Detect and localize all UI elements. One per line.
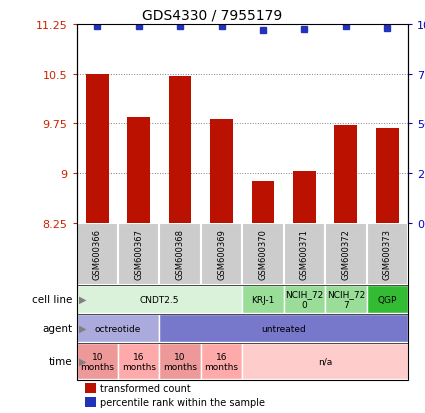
- Bar: [76, 285, 242, 313]
- Text: ▶: ▶: [79, 323, 86, 333]
- Bar: [334, 125, 357, 223]
- Bar: [325, 285, 366, 313]
- Text: CNDT2.5: CNDT2.5: [140, 295, 179, 304]
- Bar: [201, 223, 242, 285]
- Bar: [85, 397, 96, 407]
- Bar: [284, 285, 325, 313]
- Text: agent: agent: [42, 323, 72, 333]
- Bar: [118, 344, 159, 379]
- Bar: [76, 314, 159, 342]
- Text: 16
months: 16 months: [204, 352, 238, 371]
- Bar: [366, 223, 408, 285]
- Bar: [325, 223, 366, 285]
- Text: GSM600372: GSM600372: [341, 229, 350, 279]
- Text: time: time: [48, 356, 72, 366]
- Bar: [85, 383, 96, 393]
- Bar: [76, 223, 118, 285]
- Text: transformed count: transformed count: [100, 383, 191, 393]
- Bar: [159, 223, 201, 285]
- Text: n/a: n/a: [318, 357, 332, 366]
- Text: ▶: ▶: [79, 294, 86, 304]
- Bar: [159, 314, 408, 342]
- Bar: [169, 76, 192, 223]
- Bar: [127, 117, 150, 223]
- Text: GSM600367: GSM600367: [134, 228, 143, 280]
- Text: GSM600366: GSM600366: [93, 228, 102, 280]
- Text: cell line: cell line: [32, 294, 72, 304]
- Text: ▶: ▶: [79, 356, 86, 366]
- Bar: [159, 344, 201, 379]
- Text: NCIH_72
0: NCIH_72 0: [285, 290, 323, 309]
- Text: GSM600373: GSM600373: [383, 228, 392, 280]
- Text: NCIH_72
7: NCIH_72 7: [327, 290, 365, 309]
- Text: KRJ-1: KRJ-1: [251, 295, 275, 304]
- Text: percentile rank within the sample: percentile rank within the sample: [100, 398, 265, 408]
- Bar: [86, 74, 109, 223]
- Bar: [242, 285, 284, 313]
- Text: untreated: untreated: [261, 324, 306, 333]
- Text: GSM600368: GSM600368: [176, 228, 184, 280]
- Bar: [284, 223, 325, 285]
- Bar: [293, 171, 316, 223]
- Text: QGP: QGP: [377, 295, 397, 304]
- Text: GSM600371: GSM600371: [300, 229, 309, 279]
- Text: GSM600369: GSM600369: [217, 229, 226, 279]
- Text: 16
months: 16 months: [122, 352, 156, 371]
- Bar: [242, 344, 408, 379]
- Text: 10
months: 10 months: [163, 352, 197, 371]
- Text: GSM600370: GSM600370: [258, 229, 267, 279]
- Text: 10
months: 10 months: [80, 352, 114, 371]
- Bar: [210, 119, 233, 223]
- Text: GDS4330 / 7955179: GDS4330 / 7955179: [142, 9, 283, 23]
- Bar: [366, 285, 408, 313]
- Bar: [118, 223, 159, 285]
- Text: octreotide: octreotide: [95, 324, 141, 333]
- Bar: [376, 128, 399, 223]
- Bar: [76, 344, 118, 379]
- Bar: [201, 344, 242, 379]
- Bar: [242, 223, 284, 285]
- Bar: [252, 182, 275, 223]
